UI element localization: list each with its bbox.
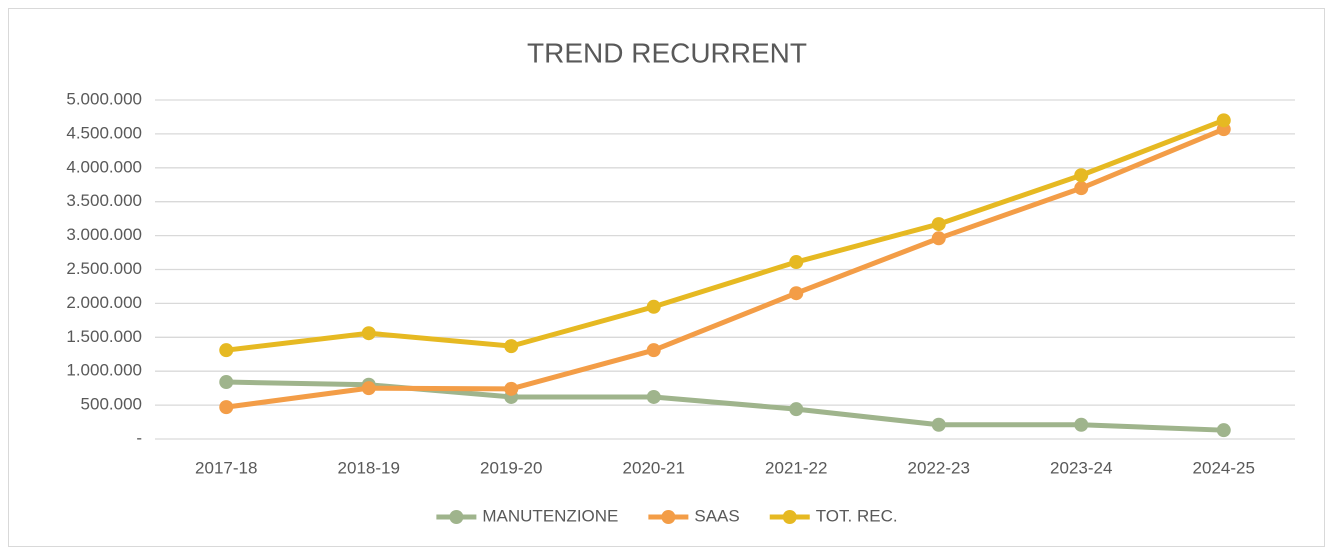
data-point	[1216, 423, 1231, 438]
x-tick-label: 2022-23	[908, 458, 970, 477]
data-point	[361, 326, 376, 341]
chart-frame	[8, 8, 1325, 547]
data-point	[1074, 181, 1089, 196]
x-tick-label: 2021-22	[765, 458, 827, 477]
data-point	[931, 231, 946, 246]
y-tick-label: 3.500.000	[66, 191, 142, 210]
data-point	[931, 217, 946, 232]
data-point	[646, 389, 661, 404]
data-point	[504, 381, 519, 396]
data-point	[646, 343, 661, 358]
data-point	[219, 375, 234, 390]
data-point	[789, 402, 804, 417]
y-tick-label: 3.000.000	[66, 225, 142, 244]
data-point	[1074, 168, 1089, 183]
y-tick-label: 1.500.000	[66, 327, 142, 346]
x-tick-label: 2020-21	[623, 458, 685, 477]
data-point	[1216, 113, 1231, 128]
legend-marker	[661, 510, 676, 524]
data-point	[789, 286, 804, 301]
x-tick-label: 2019-20	[480, 458, 542, 477]
y-tick-label: 4.000.000	[66, 157, 142, 176]
legend-label: MANUTENZIONE	[482, 506, 618, 525]
x-tick-label: 2018-19	[338, 458, 400, 477]
x-tick-label: 2017-18	[195, 458, 257, 477]
data-point	[789, 255, 804, 270]
x-tick-label: 2023-24	[1050, 458, 1112, 477]
data-point	[504, 339, 519, 354]
data-point	[646, 299, 661, 314]
y-tick-label: 2.500.000	[66, 259, 142, 278]
data-point	[219, 343, 234, 358]
series-line	[223, 126, 1227, 410]
series-line	[223, 117, 1227, 353]
y-tick-label: 1.000.000	[66, 361, 142, 380]
data-point	[361, 381, 376, 396]
legend-label: SAAS	[694, 506, 739, 525]
data-point	[1074, 417, 1089, 432]
data-point	[931, 417, 946, 432]
legend-label: TOT. REC.	[816, 506, 898, 525]
y-tick-label: 5.000.000	[66, 89, 142, 108]
y-tick-label: -	[136, 428, 142, 447]
y-tick-label: 500.000	[81, 395, 142, 414]
legend-marker	[449, 510, 464, 524]
y-tick-label: 4.500.000	[66, 123, 142, 142]
x-tick-label: 2024-25	[1193, 458, 1255, 477]
data-point	[219, 400, 234, 415]
y-tick-label: 2.000.000	[66, 293, 142, 312]
chart-title: TREND RECURRENT	[527, 37, 807, 68]
legend-marker	[782, 510, 797, 524]
